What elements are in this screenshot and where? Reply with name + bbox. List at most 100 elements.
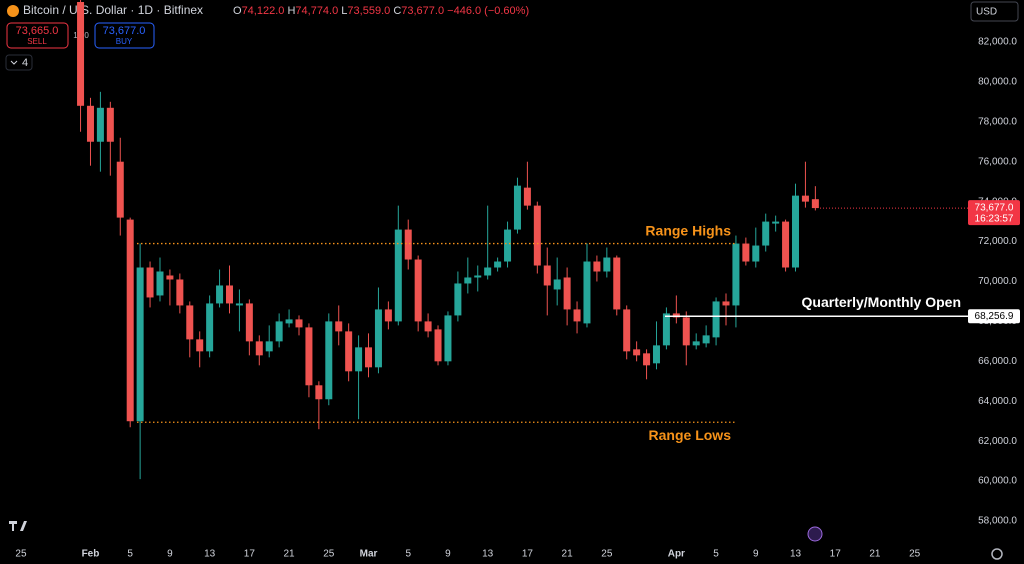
candle-body <box>603 257 611 272</box>
candle-body <box>315 385 323 400</box>
sell-price[interactable]: 73,665.0 <box>16 25 59 37</box>
candle-body <box>484 267 492 276</box>
candle-body <box>305 327 313 386</box>
x-tick-label: 21 <box>284 549 296 560</box>
countdown: 16:23:57 <box>975 214 1014 225</box>
candle-body <box>77 1 85 106</box>
sell-label[interactable]: SELL <box>27 37 47 46</box>
x-tick-label: 17 <box>830 549 842 560</box>
indicators-toggle[interactable]: 4 <box>5 54 33 71</box>
last-price-label: 73,677.0 <box>975 203 1014 214</box>
candle-body <box>156 271 164 296</box>
candle-body <box>762 221 770 246</box>
candle-body <box>494 261 502 268</box>
ohlc-value: 74,122.0 <box>242 5 285 17</box>
candle-body <box>245 303 253 342</box>
currency-box[interactable] <box>970 1 1019 22</box>
candle-body <box>662 313 670 346</box>
indicators-count[interactable]: 4 <box>22 57 28 69</box>
sell-button[interactable]: 73,665.0 SELL <box>6 22 69 49</box>
candle-body <box>464 277 472 284</box>
assistant-icon[interactable] <box>807 526 823 542</box>
x-tick-label: 5 <box>713 549 719 560</box>
x-tick-label: 9 <box>167 549 173 560</box>
y-tick-label: 58,000.0 <box>978 516 1017 527</box>
change: −446.0 (−0.60%) <box>447 5 529 17</box>
candle-body <box>325 321 333 400</box>
candle-body <box>643 353 651 366</box>
price-tag <box>968 309 1020 324</box>
candle-body <box>414 259 422 322</box>
x-tick-label: 25 <box>323 549 335 560</box>
x-tick-label: 13 <box>204 549 216 560</box>
candle-body <box>335 321 343 332</box>
ohlc-key: H <box>287 5 295 17</box>
candle-body <box>712 301 720 338</box>
ohlc-value: 73,559.0 <box>347 5 390 17</box>
x-tick-label: 25 <box>601 549 613 560</box>
candle-body <box>444 315 452 362</box>
symbol-title: Bitcoin / U.S. Dollar · 1D · Bitfinex <box>23 3 203 17</box>
candle-body <box>225 285 233 304</box>
toggle-box[interactable] <box>5 54 33 71</box>
x-tick-label: 13 <box>790 549 802 560</box>
candle-body <box>772 221 780 224</box>
sell-box[interactable] <box>6 22 69 49</box>
candle-body <box>792 195 800 268</box>
x-tick-label: Mar <box>360 549 378 560</box>
candle-body <box>265 341 273 352</box>
y-tick-label: 82,000.0 <box>978 37 1017 48</box>
candle-body <box>692 341 700 346</box>
candle-body <box>394 229 402 322</box>
candle-body <box>355 347 363 372</box>
y-tick-label: 76,000.0 <box>978 156 1017 167</box>
level-label: Range Highs <box>645 222 731 238</box>
x-tick-label: 5 <box>127 549 133 560</box>
candle-body <box>126 219 134 422</box>
candle-body <box>782 221 790 268</box>
candle-body <box>523 187 531 206</box>
candle-body <box>543 265 551 286</box>
y-tick-label: 78,000.0 <box>978 116 1017 127</box>
candle-body <box>255 341 263 356</box>
candle-body <box>384 309 392 322</box>
x-tick-label: 25 <box>909 549 921 560</box>
candle-body <box>633 349 641 356</box>
buy-label[interactable]: BUY <box>116 37 133 46</box>
y-tick-label: 72,000.0 <box>978 236 1017 247</box>
candle-body <box>811 199 819 209</box>
y-tick-label: 62,000.0 <box>978 436 1017 447</box>
candle-body <box>742 243 750 262</box>
symbol-icon <box>7 5 19 17</box>
x-tick-label: 5 <box>405 549 411 560</box>
candle-body <box>365 347 373 368</box>
candle-body <box>652 345 660 364</box>
settings-icon[interactable] <box>991 548 1003 560</box>
buy-button[interactable]: 73,677.0 BUY <box>94 22 155 49</box>
candle-body <box>176 279 184 306</box>
y-tick-label: 70,000.0 <box>978 276 1017 287</box>
tv-logo <box>9 521 27 531</box>
candle-body <box>533 205 541 266</box>
x-tick-label: Feb <box>82 549 100 560</box>
level-label: Quarterly/Monthly Open <box>802 294 961 310</box>
currency-select[interactable]: USD <box>970 1 1019 22</box>
candle-body <box>474 275 482 278</box>
buy-box[interactable] <box>94 22 155 49</box>
x-tick-label: 17 <box>244 549 256 560</box>
candle-body <box>434 329 442 362</box>
candle-body <box>583 261 591 324</box>
candle-body <box>563 277 571 310</box>
currency[interactable]: USD <box>976 7 997 18</box>
x-tick-label: 21 <box>562 549 574 560</box>
x-tick-label: 25 <box>15 549 27 560</box>
candle-body <box>454 283 462 316</box>
candle-body <box>186 305 194 340</box>
ohlc-legend: O74,122.0 H74,774.0 L73,559.0 C73,677.0 … <box>233 5 529 17</box>
candle-body <box>96 107 104 142</box>
candle-body <box>216 285 224 304</box>
candle-body <box>682 317 690 346</box>
buy-price[interactable]: 73,677.0 <box>103 25 146 37</box>
